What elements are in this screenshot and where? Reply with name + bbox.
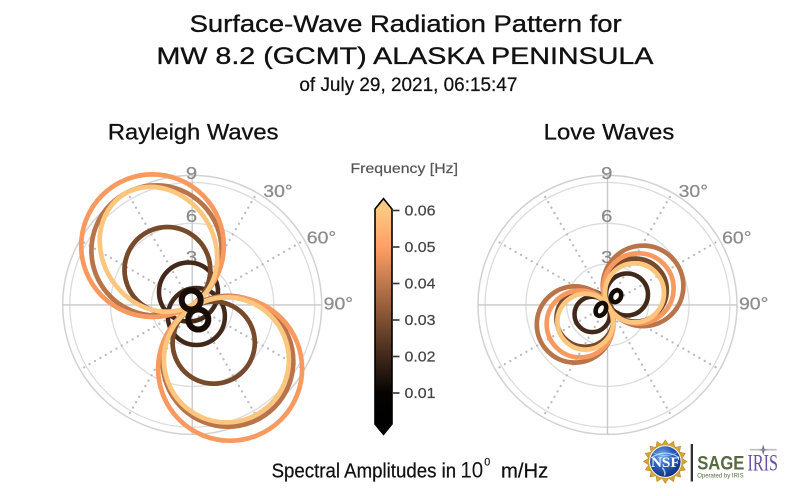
svg-text:0.01: 0.01 [405, 386, 436, 402]
svg-text:30°: 30° [679, 181, 708, 201]
svg-text:Rayleigh Waves: Rayleigh Waves [108, 119, 279, 144]
svg-text:MW 8.2 (GCMT) ALASKA PENINSULA: MW 8.2 (GCMT) ALASKA PENINSULA [157, 43, 655, 70]
svg-text:Surface-Wave Radiation Pattern: Surface-Wave Radiation Pattern for [190, 11, 622, 38]
svg-text:90°: 90° [324, 294, 353, 314]
svg-text:0.06: 0.06 [405, 204, 436, 220]
svg-text:Love Waves: Love Waves [544, 119, 675, 144]
svg-text:0: 0 [484, 457, 490, 469]
svg-text:SAGE: SAGE [697, 454, 744, 475]
svg-text:NSF: NSF [651, 454, 680, 471]
svg-text:3: 3 [601, 247, 612, 267]
svg-text:Frequency [Hz]: Frequency [Hz] [351, 160, 459, 176]
svg-text:10: 10 [460, 458, 483, 483]
svg-text:30°: 30° [263, 181, 292, 201]
svg-text:9: 9 [601, 163, 612, 183]
svg-text:60°: 60° [307, 228, 336, 248]
svg-text:60°: 60° [722, 228, 751, 248]
svg-text:m/Hz: m/Hz [501, 461, 548, 483]
svg-text:of July 29, 2021, 06:15:47: of July 29, 2021, 06:15:47 [299, 74, 517, 96]
svg-text:90°: 90° [739, 294, 768, 314]
svg-text:6: 6 [186, 206, 197, 226]
svg-text:9: 9 [186, 163, 197, 183]
svg-text:0.05: 0.05 [405, 240, 436, 256]
svg-text:0.03: 0.03 [405, 313, 436, 329]
svg-text:IRIS: IRIS [748, 451, 779, 476]
svg-text:6: 6 [601, 206, 612, 226]
svg-text:Spectral Amplitudes in: Spectral Amplitudes in [272, 461, 457, 483]
svg-text:0.04: 0.04 [405, 277, 436, 293]
svg-text:3: 3 [186, 247, 197, 267]
svg-text:0.02: 0.02 [405, 350, 436, 366]
svg-text:Operated by IRIS: Operated by IRIS [697, 472, 744, 479]
